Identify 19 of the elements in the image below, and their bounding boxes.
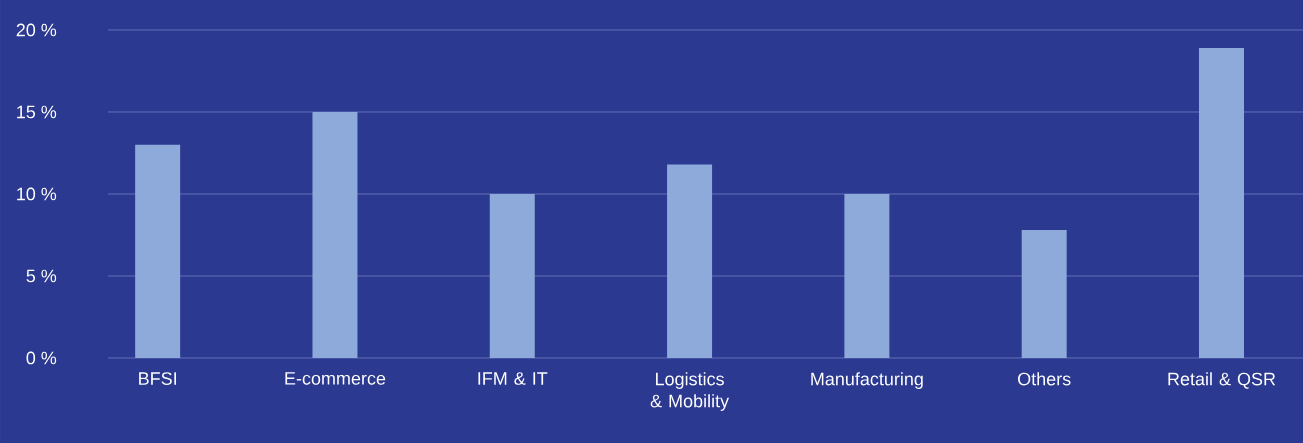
bar	[312, 111, 358, 358]
bar	[1021, 230, 1067, 358]
x-tick-label: BFSI	[139, 372, 176, 385]
x-tick-label: E-commerce	[285, 372, 386, 385]
x-tick-label: Manufacturing	[811, 372, 923, 389]
x-tick-label: Logistics & Mobility	[650, 372, 730, 411]
y-tick-label: 15 %	[17, 105, 57, 119]
bar	[667, 164, 713, 358]
y-tick-label: 5 %	[26, 269, 57, 283]
bar	[1198, 48, 1244, 358]
x-tick-label: IFM & IT	[478, 372, 548, 385]
bar	[489, 193, 535, 358]
y-tick-label: 10 %	[17, 187, 57, 201]
bar	[135, 144, 181, 358]
bar	[844, 193, 890, 358]
y-tick-label: 20 %	[16, 23, 57, 37]
y-tick-label: 0 %	[26, 351, 57, 365]
x-tick-label: Others	[1018, 372, 1071, 386]
x-tick-label: Retail & QSR	[1168, 372, 1276, 389]
